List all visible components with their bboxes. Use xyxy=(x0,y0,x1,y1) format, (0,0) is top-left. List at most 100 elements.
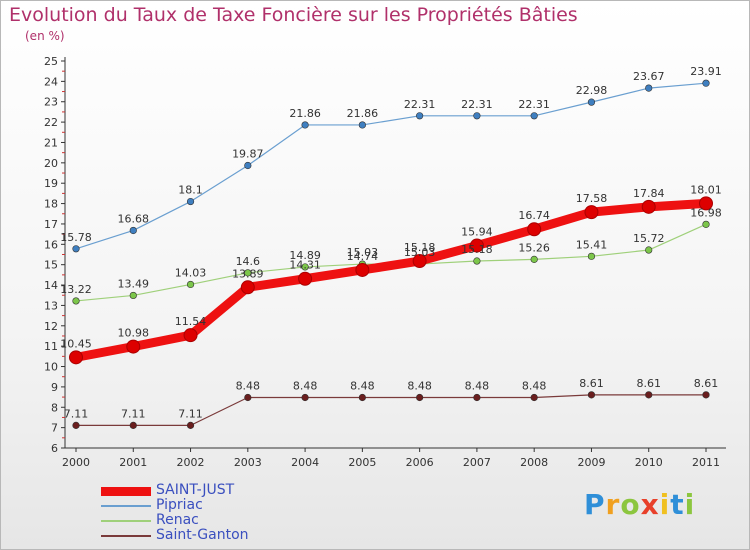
data-label: 21.86 xyxy=(289,107,321,120)
data-label: 16.98 xyxy=(690,206,722,219)
data-point xyxy=(702,391,710,399)
data-point xyxy=(186,197,195,206)
x-tick-label: 2011 xyxy=(692,456,720,469)
logo-letter: i xyxy=(659,488,671,521)
data-label: 7.11 xyxy=(64,407,89,420)
data-point xyxy=(473,393,481,402)
data-label: 14.89 xyxy=(289,249,321,262)
y-tick-label: 13 xyxy=(44,299,58,312)
data-point xyxy=(186,280,195,289)
data-label: 8.61 xyxy=(636,377,661,390)
data-point xyxy=(699,196,713,211)
data-label: 13.49 xyxy=(118,277,150,290)
data-point xyxy=(358,393,366,402)
y-tick-label: 7 xyxy=(51,422,58,435)
logo-letter: P xyxy=(584,488,606,521)
data-label: 8.61 xyxy=(579,377,604,390)
data-label: 15.03 xyxy=(347,246,379,259)
proxiti-logo: Proxiti xyxy=(584,488,695,521)
logo-letter: x xyxy=(640,488,660,521)
data-point xyxy=(584,205,599,220)
data-point xyxy=(645,84,653,92)
x-tick-label: 2004 xyxy=(291,456,319,469)
logo-letter: t xyxy=(670,488,685,521)
data-label: 15.78 xyxy=(60,231,92,244)
data-point xyxy=(72,421,80,429)
data-label: 14.6 xyxy=(236,255,261,268)
legend-label: Pipriac xyxy=(156,497,203,513)
data-point xyxy=(358,121,366,129)
y-tick-label: 23 xyxy=(44,96,58,109)
data-label: 15.26 xyxy=(518,241,550,254)
data-label: 16.74 xyxy=(518,209,550,222)
data-label: 14.03 xyxy=(175,266,207,279)
data-point xyxy=(129,226,137,235)
y-tick-label: 12 xyxy=(44,320,58,333)
data-point xyxy=(416,112,424,120)
data-label: 8.48 xyxy=(522,379,547,392)
data-point xyxy=(355,262,370,277)
data-point xyxy=(473,257,481,265)
data-label: 8.48 xyxy=(236,379,261,392)
x-tick-label: 2003 xyxy=(234,456,262,469)
data-label: 22.31 xyxy=(404,98,436,111)
data-point xyxy=(645,391,653,399)
logo-letter: i xyxy=(684,488,696,521)
data-label: 11.54 xyxy=(175,315,207,328)
x-tick-label: 2000 xyxy=(62,456,90,469)
data-label: 14.74 xyxy=(347,250,379,263)
y-tick-label: 11 xyxy=(44,340,58,353)
y-tick-label: 6 xyxy=(51,442,58,455)
data-point xyxy=(473,112,481,120)
data-label: 15.41 xyxy=(576,238,608,251)
legend-swatch xyxy=(101,520,151,522)
data-label: 17.58 xyxy=(576,192,608,205)
data-point xyxy=(244,269,252,277)
x-tick-label: 2007 xyxy=(463,456,491,469)
data-label: 15.18 xyxy=(404,241,436,254)
data-label: 10.45 xyxy=(60,337,92,350)
y-tick-label: 10 xyxy=(44,361,58,374)
data-label: 15.72 xyxy=(633,232,665,245)
data-point xyxy=(244,393,252,402)
data-label: 8.48 xyxy=(350,379,375,392)
data-point xyxy=(530,112,538,120)
data-point xyxy=(301,393,309,402)
x-tick-label: 2006 xyxy=(406,456,434,469)
data-point xyxy=(416,393,424,402)
y-tick-label: 19 xyxy=(44,177,58,190)
logo-letter: r xyxy=(605,488,621,521)
series-line xyxy=(71,198,711,362)
data-point xyxy=(469,238,484,253)
data-label: 18.01 xyxy=(690,183,722,196)
data-point xyxy=(183,328,198,343)
data-label: 22.31 xyxy=(461,98,493,111)
y-tick-label: 21 xyxy=(44,136,58,149)
data-label: 15.03 xyxy=(404,246,436,259)
y-tick-label: 14 xyxy=(44,279,58,292)
data-point xyxy=(129,421,137,429)
y-tick-label: 17 xyxy=(44,218,58,231)
data-point xyxy=(587,252,596,260)
chart-subtitle: (en %) xyxy=(25,29,65,43)
data-point xyxy=(298,271,313,286)
data-label: 23.91 xyxy=(690,65,722,78)
data-label: 22.31 xyxy=(518,98,550,111)
data-point xyxy=(702,220,710,228)
x-tick-label: 2009 xyxy=(577,456,605,469)
data-label: 22.98 xyxy=(576,84,608,97)
data-point xyxy=(129,291,137,300)
data-point xyxy=(126,339,141,354)
data-point xyxy=(702,79,710,87)
series-line xyxy=(75,394,707,426)
legend-label: SAINT-JUST xyxy=(156,482,235,498)
data-point xyxy=(69,350,83,365)
y-tick-label: 8 xyxy=(51,401,58,414)
data-label: 13.89 xyxy=(232,267,264,280)
data-point xyxy=(240,280,255,295)
data-label: 21.86 xyxy=(347,107,379,120)
data-point xyxy=(72,245,80,253)
data-label: 15.18 xyxy=(461,243,493,256)
y-tick-label: 20 xyxy=(44,157,58,170)
